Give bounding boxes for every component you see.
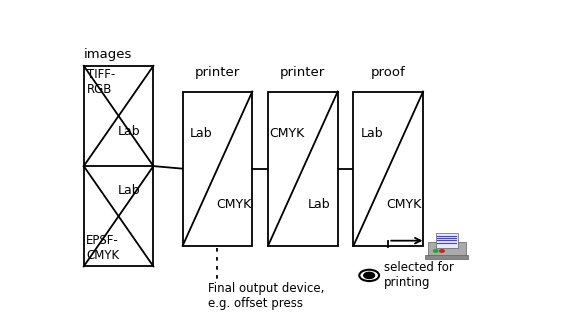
- Text: printer: printer: [280, 66, 325, 78]
- FancyBboxPatch shape: [436, 233, 458, 248]
- Text: Final output device,
e.g. offset press: Final output device, e.g. offset press: [208, 282, 325, 310]
- Circle shape: [364, 272, 375, 279]
- Text: proof: proof: [371, 66, 405, 78]
- Text: Lab: Lab: [361, 127, 383, 140]
- Text: TIFF-
RGB: TIFF- RGB: [88, 68, 115, 97]
- Text: Lab: Lab: [118, 126, 140, 139]
- Text: CMYK: CMYK: [387, 198, 422, 211]
- Bar: [427, 242, 466, 256]
- Text: printer: printer: [195, 66, 240, 78]
- Text: Lab: Lab: [307, 198, 330, 211]
- Bar: [425, 255, 468, 259]
- Text: EPSF-
CMYK: EPSF- CMYK: [86, 234, 119, 263]
- Text: images: images: [84, 48, 132, 61]
- Bar: [353, 92, 423, 246]
- Bar: [84, 66, 153, 267]
- Bar: [183, 92, 252, 246]
- Text: CMYK: CMYK: [269, 127, 304, 140]
- Circle shape: [433, 250, 438, 252]
- Bar: [268, 92, 338, 246]
- Text: Lab: Lab: [118, 184, 140, 197]
- Text: selected for
printing: selected for printing: [384, 261, 454, 289]
- Circle shape: [359, 270, 379, 281]
- Circle shape: [440, 250, 444, 252]
- Text: Lab: Lab: [190, 127, 213, 140]
- Text: CMYK: CMYK: [216, 198, 251, 211]
